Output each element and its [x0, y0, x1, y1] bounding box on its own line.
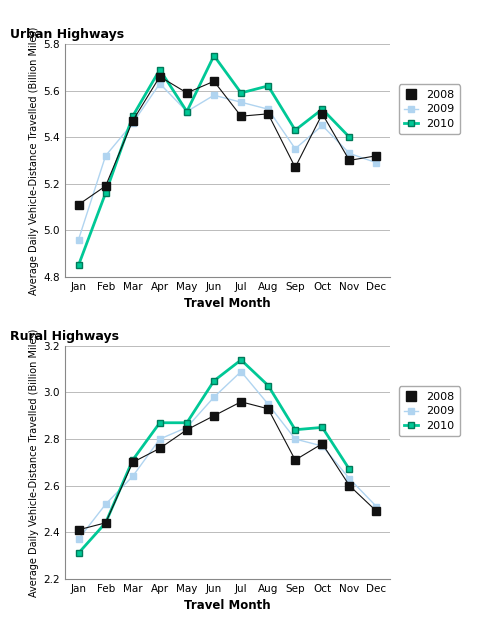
Legend: 2008, 2009, 2010: 2008, 2009, 2010	[399, 386, 460, 437]
Text: Urban Highways: Urban Highways	[10, 28, 124, 42]
Y-axis label: Average Daily Vehicle-Distance Travelled (Billion Miles): Average Daily Vehicle-Distance Travelled…	[30, 26, 40, 294]
Legend: 2008, 2009, 2010: 2008, 2009, 2010	[399, 84, 460, 135]
X-axis label: Travel Month: Travel Month	[184, 599, 271, 612]
X-axis label: Travel Month: Travel Month	[184, 297, 271, 310]
Y-axis label: Average Daily Vehicle-Distance Travelled (Billion Miles): Average Daily Vehicle-Distance Travelled…	[30, 328, 40, 596]
Text: Rural Highways: Rural Highways	[10, 330, 119, 343]
